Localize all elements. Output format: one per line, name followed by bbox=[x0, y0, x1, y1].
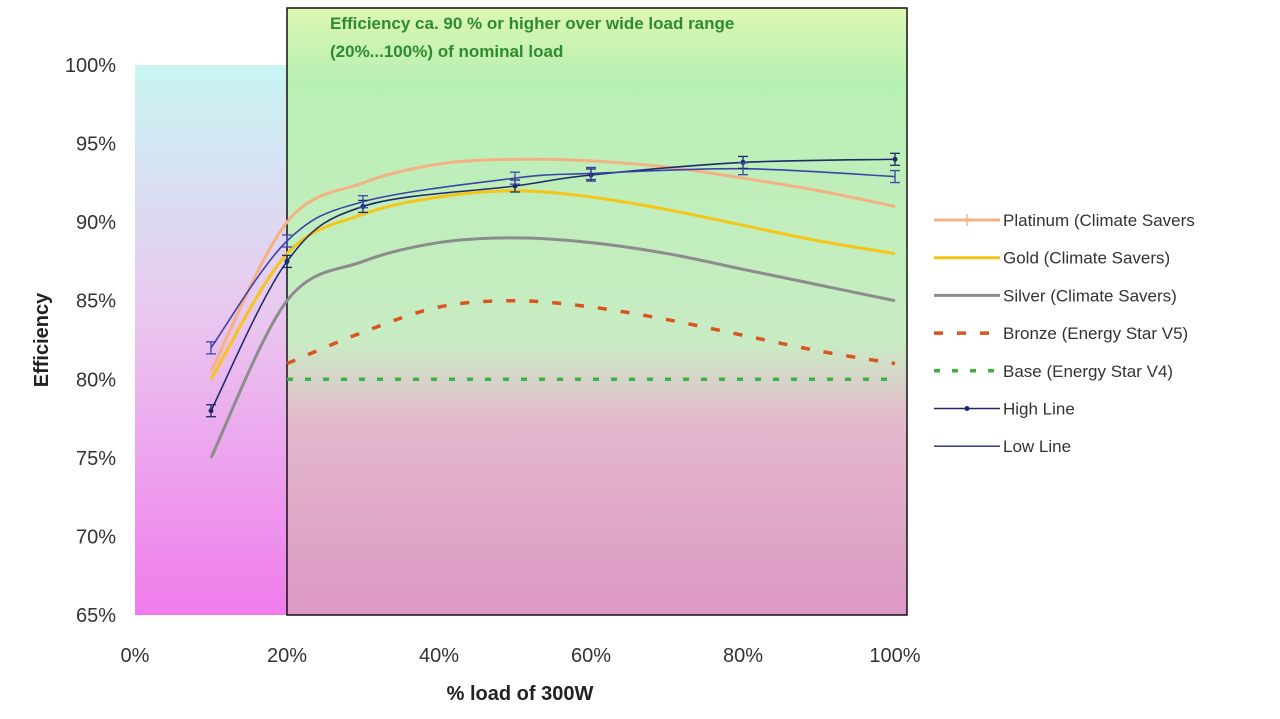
annotation: Efficiency ca. 90 % or higher over wide … bbox=[330, 14, 734, 61]
legend-label: Gold (Climate Savers) bbox=[1003, 249, 1170, 268]
data-point-marker bbox=[358, 195, 368, 209]
legend: Platinum (Climate Savers Gold (Climate Sa… bbox=[934, 211, 1195, 456]
x-tick-label: 20% bbox=[267, 645, 307, 667]
x-tick-label: 0% bbox=[121, 645, 150, 667]
y-axis-title: Efficiency bbox=[31, 292, 53, 387]
x-tick-label: 40% bbox=[419, 645, 459, 667]
series-line-1 bbox=[209, 189, 896, 381]
x-axis: 0% 20% 40% 60% 80% 100% bbox=[121, 645, 921, 667]
legend-label: Low Line bbox=[1003, 437, 1071, 456]
legend-item: Low Line bbox=[934, 437, 1071, 456]
data-point-marker bbox=[738, 162, 748, 176]
x-axis-title: % load of 300W bbox=[447, 683, 594, 705]
legend-label: High Line bbox=[1003, 400, 1075, 419]
x-tick-label: 60% bbox=[571, 645, 611, 667]
y-tick-label: 75% bbox=[76, 448, 116, 470]
legend-item: High Line bbox=[934, 400, 1075, 419]
data-point-marker bbox=[890, 169, 900, 184]
legend-item: Platinum (Climate Savers bbox=[934, 211, 1195, 230]
series-line-2 bbox=[209, 236, 896, 459]
legend-label: Bronze (Energy Star V5) bbox=[1003, 324, 1188, 343]
y-axis: 65% 70% 75% 80% 85% 90% 95% 100% bbox=[65, 55, 116, 627]
y-tick-label: 80% bbox=[76, 369, 116, 391]
x-tick-label: 80% bbox=[723, 645, 763, 667]
legend-label: Silver (Climate Savers) bbox=[1003, 286, 1177, 305]
legend-item: Base (Energy Star V4) bbox=[934, 362, 1173, 381]
data-point-marker bbox=[282, 254, 292, 269]
y-tick-label: 90% bbox=[76, 212, 116, 234]
legend-item: Bronze (Energy Star V5) bbox=[934, 324, 1188, 343]
low-load-region bbox=[135, 65, 287, 615]
x-tick-label: 100% bbox=[869, 645, 920, 667]
y-tick-label: 95% bbox=[76, 134, 116, 156]
y-tick-label: 85% bbox=[76, 291, 116, 313]
data-point-marker bbox=[206, 341, 216, 355]
annotation-line-1: Efficiency ca. 90 % or higher over wide … bbox=[330, 14, 734, 33]
legend-item: Gold (Climate Savers) bbox=[934, 249, 1170, 268]
plot-background bbox=[135, 7, 908, 616]
data-point-marker bbox=[890, 152, 900, 166]
high-efficiency-region bbox=[286, 7, 908, 616]
data-point-marker bbox=[586, 166, 596, 181]
legend-label: Base (Energy Star V4) bbox=[1003, 362, 1173, 381]
y-tick-label: 70% bbox=[76, 526, 116, 548]
series-line-0 bbox=[209, 157, 896, 373]
legend-label: Platinum (Climate Savers bbox=[1003, 211, 1195, 230]
series-line-3 bbox=[286, 298, 896, 366]
marker-layer bbox=[206, 152, 900, 418]
legend-item: Silver (Climate Savers) bbox=[934, 286, 1177, 305]
y-tick-label: 65% bbox=[76, 605, 116, 627]
data-point-marker bbox=[206, 404, 216, 418]
y-tick-label: 100% bbox=[65, 55, 116, 77]
data-point-marker bbox=[282, 234, 292, 248]
annotation-line-2: (20%...100%) of nominal load bbox=[330, 42, 563, 61]
data-point-marker bbox=[510, 171, 520, 185]
